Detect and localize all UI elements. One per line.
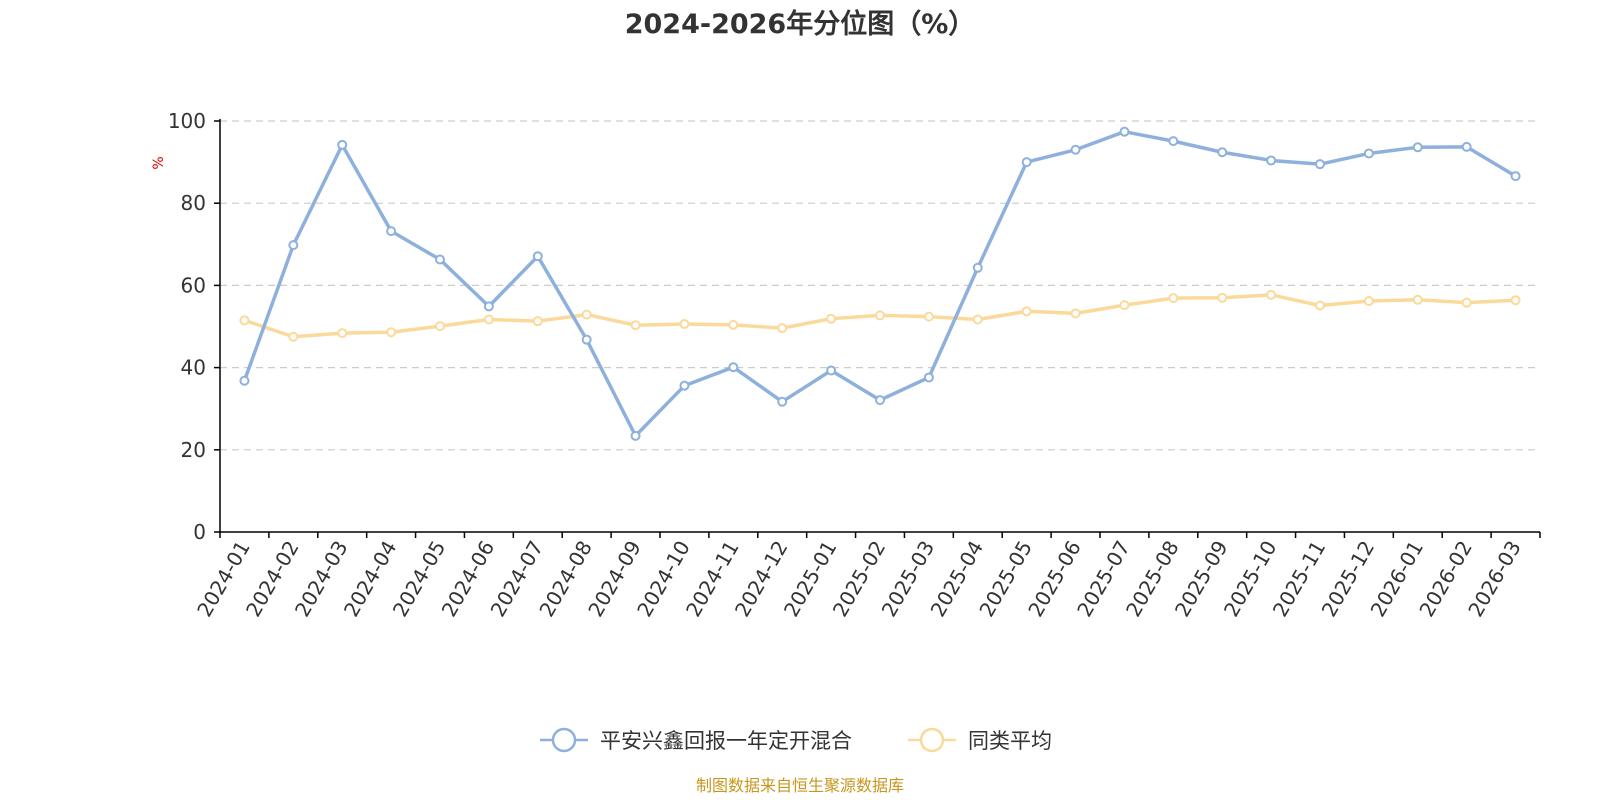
- x-tick-labels: 2024-012024-022024-032024-042024-052024-…: [192, 537, 1526, 621]
- series-fund: [239, 126, 1521, 441]
- data-point: [728, 362, 739, 373]
- data-point: [483, 301, 494, 312]
- data-point: [239, 315, 250, 326]
- data-point: [581, 309, 592, 320]
- y-tick-label-40: 40: [181, 356, 206, 380]
- data-point: [386, 226, 397, 237]
- y-axis-unit: %: [151, 156, 167, 169]
- data-point: [532, 251, 543, 262]
- y-tick-label-80: 80: [181, 191, 206, 215]
- data-point: [1119, 300, 1130, 311]
- legend-marker: [919, 727, 945, 753]
- data-point: [972, 262, 983, 273]
- data-point: [1315, 300, 1325, 311]
- data-point: [630, 430, 641, 441]
- data-point: [1266, 155, 1277, 166]
- data-point: [1070, 308, 1081, 319]
- legend-label: 平安兴鑫回报一年定开混合: [600, 729, 852, 753]
- data-point: [875, 395, 885, 406]
- legend-item-fund: 平安兴鑫回报一年定开混合: [540, 727, 852, 753]
- data-point: [288, 331, 299, 342]
- data-point: [777, 396, 788, 407]
- data-point: [1021, 306, 1032, 317]
- data-point: [1363, 148, 1374, 159]
- data-point: [679, 380, 690, 391]
- data-point: [1266, 289, 1277, 300]
- data-point: [1070, 144, 1081, 155]
- data-point: [1412, 294, 1423, 305]
- data-point: [630, 320, 641, 331]
- data-point: [239, 375, 250, 386]
- legend: 平安兴鑫回报一年定开混合 同类平均: [540, 727, 1052, 753]
- data-point: [923, 311, 934, 322]
- data-point: [288, 240, 299, 251]
- legend-marker: [551, 727, 577, 753]
- data-point: [1412, 142, 1423, 153]
- legend-label: 同类平均: [968, 729, 1052, 753]
- data-point: [1168, 293, 1179, 304]
- data-point: [972, 314, 983, 325]
- data-point: [1021, 157, 1032, 168]
- data-point: [435, 321, 445, 332]
- data-point: [1363, 296, 1374, 307]
- chart-title: 2024-2026年分位图（%）: [625, 8, 976, 40]
- y-tick-labels: 0 20 40 60 80 100: [168, 109, 206, 544]
- data-point: [435, 254, 445, 265]
- axes: [214, 119, 1541, 538]
- data-point: [1217, 147, 1228, 158]
- data-point: [1217, 292, 1228, 303]
- data-point: [826, 313, 837, 324]
- data-point: [337, 139, 348, 150]
- data-point: [1168, 136, 1179, 147]
- data-point: [1510, 295, 1521, 306]
- y-tick-label-0: 0: [193, 520, 206, 544]
- data-point: [923, 372, 934, 383]
- data-point: [532, 316, 543, 327]
- data-point: [1315, 159, 1325, 170]
- legend-item-peer-average: 同类平均: [908, 727, 1052, 753]
- grid-lines: [220, 120, 1540, 451]
- data-point: [1510, 171, 1521, 182]
- data-point: [1461, 297, 1472, 308]
- data-point: [337, 328, 348, 339]
- data-point: [483, 314, 494, 325]
- data-point: [875, 310, 885, 321]
- data-point: [728, 319, 739, 330]
- series-peer-average: [239, 289, 1521, 342]
- data-source-note: 制图数据来自恒生聚源数据库: [696, 776, 904, 795]
- series-layer: [239, 126, 1521, 441]
- data-point: [581, 334, 592, 345]
- y-tick-label-100: 100: [168, 109, 206, 133]
- data-point: [1461, 141, 1472, 152]
- data-point: [386, 327, 397, 338]
- data-point: [826, 365, 837, 376]
- series-line: [242, 129, 1518, 438]
- y-tick-label-60: 60: [181, 273, 206, 297]
- data-point: [1119, 126, 1130, 137]
- y-tick-label-20: 20: [181, 438, 206, 462]
- data-point: [679, 319, 690, 330]
- data-point: [777, 323, 788, 334]
